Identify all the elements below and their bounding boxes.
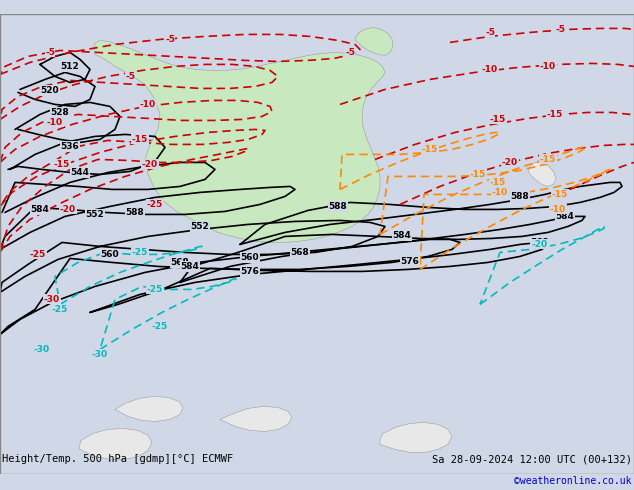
Text: -15: -15 xyxy=(422,145,438,154)
Text: -15: -15 xyxy=(547,110,563,119)
Text: -10: -10 xyxy=(482,65,498,74)
Text: -20: -20 xyxy=(60,205,76,214)
Text: -25: -25 xyxy=(52,305,68,314)
Text: -5: -5 xyxy=(555,25,565,34)
Text: -15: -15 xyxy=(54,160,70,169)
Text: 560: 560 xyxy=(101,250,119,259)
Text: 520: 520 xyxy=(41,86,60,95)
Text: -25: -25 xyxy=(147,285,163,294)
Text: -20: -20 xyxy=(142,160,158,169)
Text: -5: -5 xyxy=(485,28,495,37)
Text: 528: 528 xyxy=(51,108,69,117)
Text: -10: -10 xyxy=(550,205,566,214)
Text: 584: 584 xyxy=(30,205,49,214)
Text: -25: -25 xyxy=(152,322,168,331)
Text: -30: -30 xyxy=(34,345,50,354)
Text: -15: -15 xyxy=(540,155,556,164)
Text: -10: -10 xyxy=(492,188,508,197)
Text: -10: -10 xyxy=(540,62,556,71)
Text: -30: -30 xyxy=(44,295,60,304)
Polygon shape xyxy=(220,406,292,431)
Text: 568: 568 xyxy=(290,248,309,257)
Text: 584: 584 xyxy=(392,231,411,240)
Text: -5: -5 xyxy=(125,72,135,81)
Text: 588: 588 xyxy=(126,208,145,217)
Text: ©weatheronline.co.uk: ©weatheronline.co.uk xyxy=(515,476,632,487)
Polygon shape xyxy=(115,396,183,421)
Text: 588: 588 xyxy=(328,202,347,211)
Text: 544: 544 xyxy=(70,168,89,177)
Text: -5: -5 xyxy=(165,35,175,44)
Text: -25: -25 xyxy=(132,248,148,257)
Text: 576: 576 xyxy=(240,267,259,276)
Text: -10: -10 xyxy=(47,118,63,127)
Text: 584: 584 xyxy=(555,212,574,221)
Text: -25: -25 xyxy=(147,200,163,209)
Text: -15: -15 xyxy=(470,170,486,179)
Text: 552: 552 xyxy=(86,210,105,219)
Text: -30: -30 xyxy=(92,350,108,359)
Text: 568: 568 xyxy=(531,238,550,247)
Text: -10: -10 xyxy=(140,100,156,109)
Text: -20: -20 xyxy=(532,240,548,249)
Text: 568: 568 xyxy=(171,258,190,267)
Polygon shape xyxy=(355,27,393,55)
Text: 512: 512 xyxy=(61,62,79,71)
Text: -15: -15 xyxy=(490,115,506,124)
Text: 560: 560 xyxy=(241,253,259,262)
Text: 552: 552 xyxy=(191,222,209,231)
Text: 536: 536 xyxy=(61,142,79,151)
Text: -5: -5 xyxy=(345,48,355,57)
Polygon shape xyxy=(94,40,385,243)
Text: 584: 584 xyxy=(181,262,200,271)
Text: 576: 576 xyxy=(401,257,420,266)
Text: Height/Temp. 500 hPa [gdmp][°C] ECMWF: Height/Temp. 500 hPa [gdmp][°C] ECMWF xyxy=(2,454,233,465)
Text: -15: -15 xyxy=(552,190,568,199)
Text: -20: -20 xyxy=(502,158,518,167)
Text: -25: -25 xyxy=(30,250,46,259)
Polygon shape xyxy=(380,422,452,452)
Text: 588: 588 xyxy=(510,192,529,201)
Text: -5: -5 xyxy=(45,48,55,57)
Polygon shape xyxy=(528,162,556,186)
Text: -15: -15 xyxy=(132,135,148,144)
Text: Sa 28-09-2024 12:00 UTC (00+132): Sa 28-09-2024 12:00 UTC (00+132) xyxy=(432,454,632,465)
Polygon shape xyxy=(79,428,152,460)
Text: -15: -15 xyxy=(490,178,506,187)
